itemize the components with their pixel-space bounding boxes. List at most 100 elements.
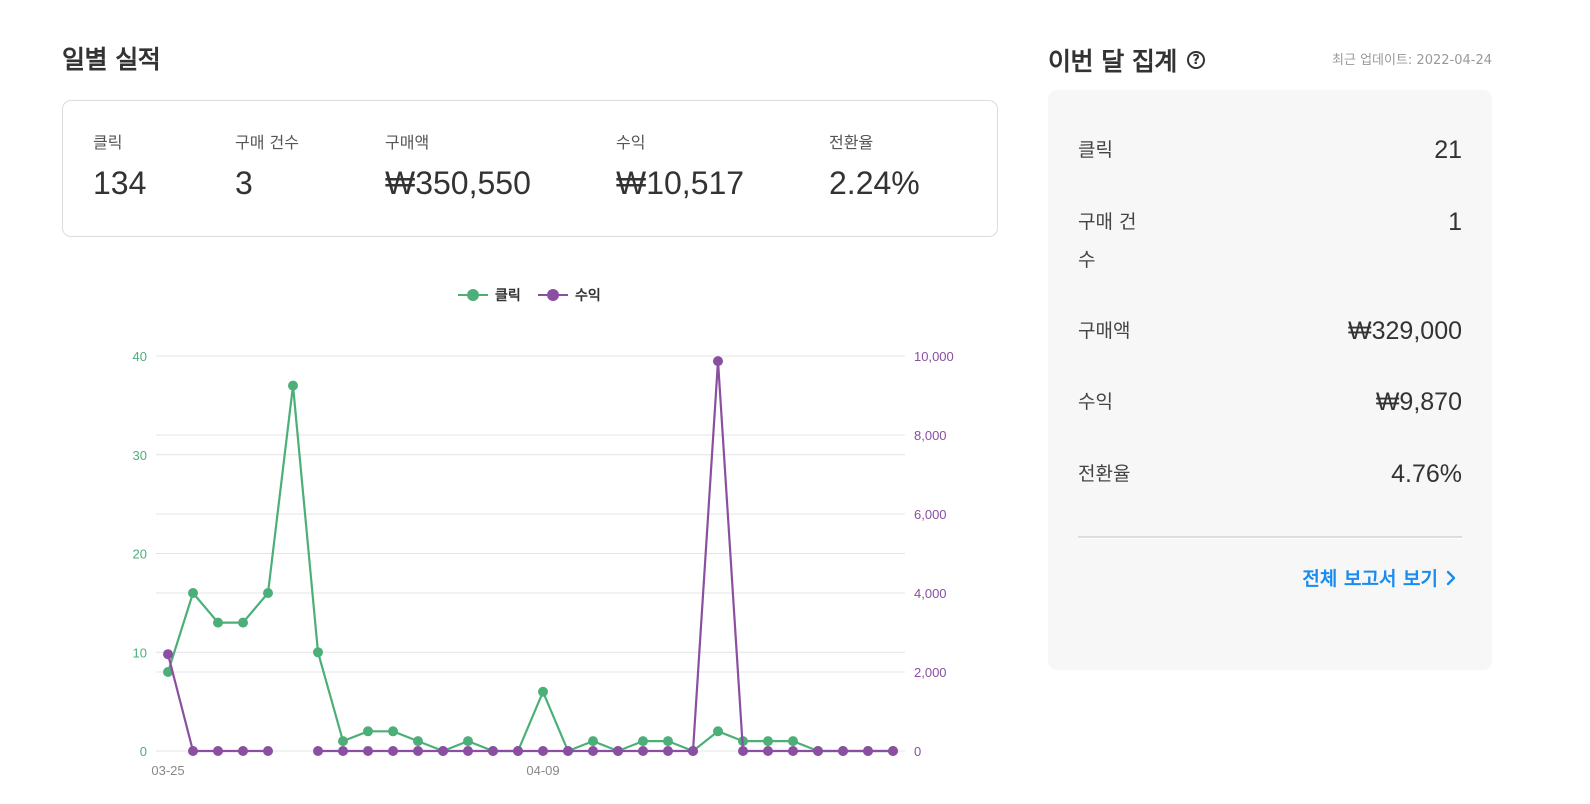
- data-point-clicks: [763, 736, 773, 747]
- monthly-row-value: 21: [1434, 136, 1462, 164]
- stat-value: ₩10,517: [616, 165, 745, 201]
- data-point-clicks: [338, 736, 348, 747]
- data-point-revenue: [813, 746, 823, 756]
- data-point-clicks: [288, 380, 298, 391]
- data-point-revenue: [438, 746, 448, 756]
- stat-revenue: 수익 ₩10,517: [616, 129, 744, 202]
- x-tick-label: 04-09: [526, 763, 559, 778]
- legend-label: 수익: [575, 287, 601, 304]
- data-point-revenue: [213, 746, 223, 756]
- y-left-tick-label: 0: [140, 744, 147, 759]
- y-left-tick-label: 30: [133, 448, 147, 463]
- data-point-revenue: [763, 746, 773, 756]
- legend-label: 클릭: [495, 288, 521, 304]
- full-report-link[interactable]: 전체 보고서 보기: [1302, 564, 1456, 591]
- divider: [1078, 536, 1462, 538]
- y-left-tick-label: 10: [133, 645, 147, 660]
- data-point-revenue: [588, 746, 598, 756]
- stat-label: 구매 건수: [235, 133, 299, 152]
- y-left-tick-label: 20: [133, 547, 147, 562]
- y-left-tick-label: 40: [133, 349, 147, 364]
- data-point-revenue: [338, 746, 348, 756]
- monthly-row-value: 4.76%: [1391, 460, 1462, 488]
- y-right-tick-label: 2,000: [914, 665, 947, 680]
- data-point-revenue: [538, 746, 548, 756]
- data-point-revenue: [263, 746, 273, 756]
- data-point-revenue: [488, 746, 498, 756]
- data-point-clicks: [788, 736, 798, 747]
- daily-summary-box: 클릭 134 구매 건수 3 구매액 ₩350,550 수익 ₩10,517 전…: [62, 100, 998, 237]
- daily-performance-title: 일별 실적: [62, 45, 161, 74]
- stat-clicks: 클릭 134: [93, 129, 146, 202]
- data-point-clicks: [638, 736, 648, 747]
- monthly-row-label: 구매액: [1078, 320, 1131, 342]
- data-point-revenue: [838, 746, 848, 756]
- data-point-clicks: [713, 726, 723, 737]
- x-tick-label: 03-25: [151, 763, 184, 778]
- data-point-revenue: [738, 746, 748, 756]
- y-right-tick-label: 4,000: [914, 586, 947, 601]
- data-point-clicks: [238, 617, 248, 628]
- stat-value: 3: [235, 165, 253, 201]
- data-point-revenue: [463, 746, 473, 756]
- legend-marker: [547, 289, 559, 301]
- data-point-revenue: [863, 746, 873, 756]
- last-updated-text: 최근 업데이트: 2022-04-24: [1332, 53, 1492, 68]
- data-point-revenue: [688, 746, 698, 756]
- data-point-clicks: [163, 667, 173, 677]
- stat-label: 구매액: [385, 133, 430, 152]
- stat-purchases: 구매 건수 3: [235, 129, 299, 202]
- data-point-revenue: [788, 746, 798, 756]
- monthly-title-text: 이번 달 집계: [1048, 47, 1177, 76]
- legend-marker: [467, 289, 479, 301]
- data-point-clicks: [588, 736, 598, 747]
- monthly-summary-title: 이번 달 집계 ?: [1048, 42, 1205, 78]
- data-point-clicks: [213, 617, 223, 628]
- chevron-right-icon: [1446, 570, 1456, 585]
- monthly-row-label: 구매 건수: [1078, 211, 1137, 271]
- data-point-revenue: [663, 746, 673, 756]
- data-point-clicks: [463, 736, 473, 747]
- data-point-revenue: [713, 356, 723, 367]
- data-point-revenue: [563, 746, 573, 756]
- series-line-clicks: [166, 384, 893, 753]
- data-point-revenue: [313, 746, 323, 756]
- stat-value: 134: [93, 165, 147, 201]
- data-point-revenue: [413, 746, 423, 756]
- data-point-revenue: [613, 746, 623, 756]
- data-point-clicks: [413, 736, 423, 747]
- y-right-tick-label: 6,000: [914, 507, 947, 522]
- data-point-revenue: [163, 649, 173, 660]
- data-point-revenue: [638, 746, 648, 756]
- monthly-row-value: ₩9,870: [1375, 388, 1462, 416]
- data-point-revenue: [388, 746, 398, 756]
- monthly-summary-box: 클릭 21 구매 건수 1 구매액 ₩329,000 수익 ₩9,870 전환율…: [1048, 90, 1492, 670]
- monthly-row-label: 클릭: [1078, 139, 1113, 161]
- data-point-revenue: [238, 746, 248, 756]
- data-point-revenue: [888, 746, 898, 756]
- y-right-tick-label: 10,000: [914, 349, 954, 364]
- data-point-clicks: [538, 686, 548, 697]
- daily-performance-chart: 0 10 20 30 40 0 2,000 4,000 6,000 8,000 10,000 03-2…: [133, 287, 954, 778]
- data-point-clicks: [313, 647, 323, 658]
- monthly-row-value: 1: [1448, 208, 1462, 236]
- monthly-row-value: ₩329,000: [1348, 317, 1462, 345]
- data-point-clicks: [263, 588, 273, 598]
- stat-purchase-amount: 구매액 ₩350,550: [385, 129, 531, 202]
- stat-value: 2.24%: [829, 165, 920, 201]
- series-line-revenue: [166, 360, 893, 753]
- stat-label: 수익: [616, 133, 646, 152]
- data-point-clicks: [188, 588, 198, 598]
- question-circle-icon[interactable]: ?: [1186, 51, 1205, 69]
- data-point-clicks: [363, 726, 373, 737]
- stat-label: 클릭: [93, 133, 123, 152]
- data-point-revenue: [363, 746, 373, 756]
- data-point-revenue: [188, 746, 198, 756]
- monthly-row-label: 전환율: [1078, 463, 1131, 485]
- stat-conversion-rate: 전환율 2.24%: [829, 129, 920, 202]
- y-right-tick-label: 0: [914, 744, 921, 759]
- monthly-row-label: 수익: [1078, 391, 1113, 413]
- data-point-clicks: [663, 736, 673, 747]
- stat-value: ₩350,550: [385, 165, 531, 201]
- full-report-label: 전체 보고서 보기: [1302, 568, 1438, 590]
